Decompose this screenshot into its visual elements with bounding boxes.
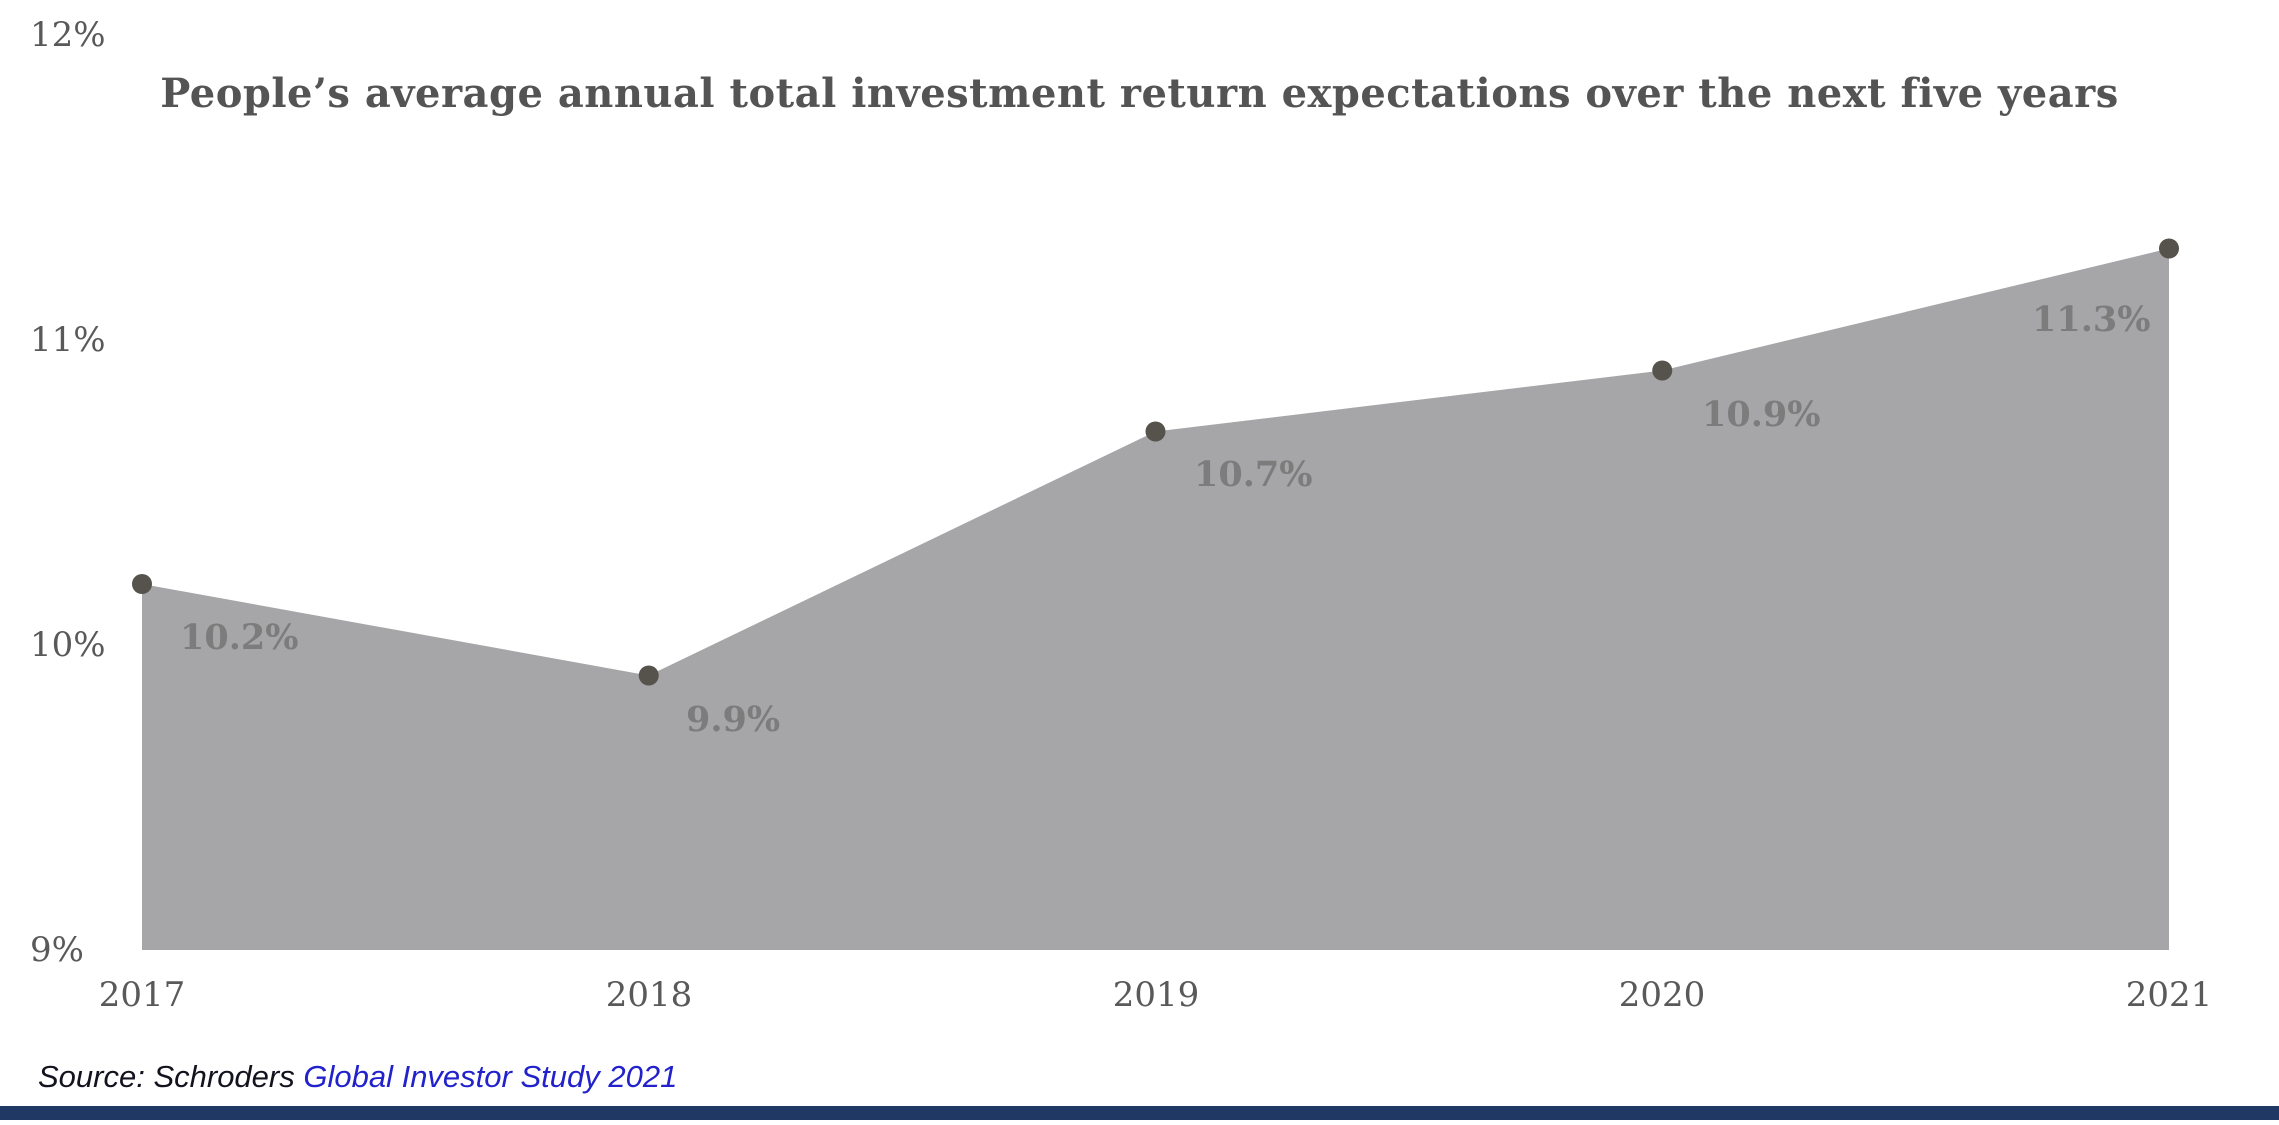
data-point-label-2020: 10.9% [1702,394,1821,435]
data-point [2159,238,2179,259]
data-point [1652,360,1673,381]
x-axis-label-2017: 2017 [98,975,186,1015]
footer-accent-bar [0,1106,2279,1120]
y-axis-tick-12: 12% [30,15,106,55]
data-point [132,574,152,594]
x-axis-label-2018: 2018 [605,975,693,1015]
y-axis-tick-10: 10% [30,625,106,665]
x-axis-label-2021: 2021 [2125,975,2213,1015]
data-points-group [132,238,2179,686]
area-series [142,248,2169,950]
x-axis-label-2019: 2019 [1112,975,1200,1015]
data-point [638,665,659,686]
y-axis-tick-9: 9% [30,930,84,970]
data-point-label-2017: 10.2% [180,617,299,658]
chart-title: People’s average annual total investment… [160,70,2119,117]
data-point-label-2019: 10.7% [1194,454,1313,495]
source-prefix-text: Source: Schroders [38,1059,304,1094]
data-point-label-2018: 9.9% [686,699,781,740]
data-point [1145,421,1166,442]
y-axis-tick-11: 11% [30,320,106,360]
source-link[interactable]: Global Investor Study 2021 [303,1059,678,1094]
source-attribution: Source: Schroders Global Investor Study … [38,1058,677,1096]
data-point-label-2021: 11.3% [2032,299,2151,340]
x-axis-label-2020: 2020 [1618,975,1706,1015]
